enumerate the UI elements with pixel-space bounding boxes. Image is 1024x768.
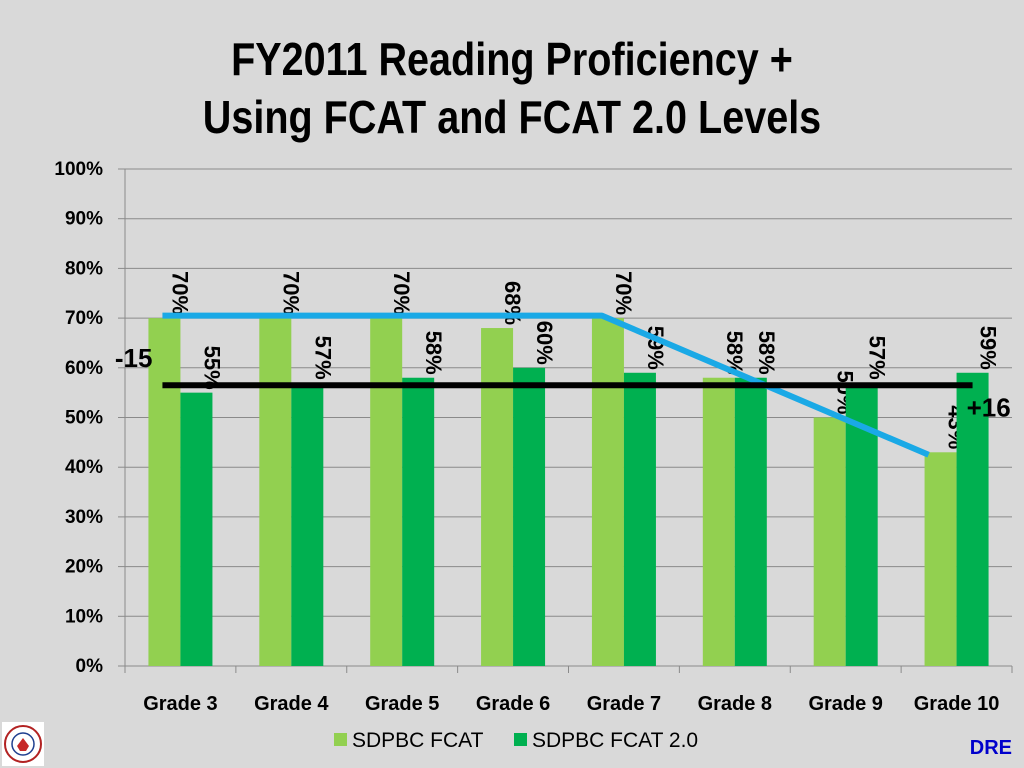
legend-swatch bbox=[334, 733, 347, 746]
legend-swatch bbox=[514, 733, 527, 746]
y-tick-label: 10% bbox=[65, 606, 103, 627]
change-annotation: +16 bbox=[967, 393, 1011, 423]
y-tick-label: 70% bbox=[65, 308, 103, 329]
legend-label: SDPBC FCAT bbox=[352, 729, 484, 752]
bar bbox=[591, 318, 624, 666]
y-tick-label: 0% bbox=[76, 656, 104, 677]
bar bbox=[370, 318, 403, 666]
bar bbox=[734, 377, 767, 666]
legend-label: SDPBC FCAT 2.0 bbox=[532, 729, 698, 752]
y-tick-label: 20% bbox=[65, 557, 103, 578]
y-tick-label: 90% bbox=[65, 209, 103, 230]
bar bbox=[513, 367, 546, 666]
bar bbox=[402, 377, 435, 666]
y-tick-label: 100% bbox=[54, 159, 103, 180]
data-label: 70% bbox=[611, 271, 636, 315]
data-label: 70% bbox=[389, 271, 414, 315]
x-category-label: Grade 5 bbox=[365, 693, 439, 715]
data-label: 60% bbox=[532, 321, 557, 365]
change-annotation: -15 bbox=[115, 343, 153, 373]
x-category-label: Grade 4 bbox=[254, 693, 329, 715]
x-category-label: Grade 6 bbox=[476, 693, 550, 715]
footer-tag: DRE bbox=[969, 737, 1012, 759]
y-tick-label: 30% bbox=[65, 507, 103, 528]
x-category-label: Grade 7 bbox=[587, 693, 661, 715]
school-district-logo bbox=[2, 722, 44, 766]
y-tick-label: 50% bbox=[65, 408, 103, 429]
x-category-label: Grade 8 bbox=[698, 693, 772, 715]
bar bbox=[813, 417, 846, 666]
x-category-label: Grade 10 bbox=[914, 693, 1000, 715]
y-tick-label: 60% bbox=[65, 358, 103, 379]
title-line-1: FY2011 Reading Proficiency + bbox=[231, 33, 793, 85]
bar bbox=[180, 392, 213, 666]
data-label: 58% bbox=[754, 331, 779, 375]
title-line-2: Using FCAT and FCAT 2.0 Levels bbox=[202, 91, 822, 143]
bar bbox=[259, 318, 292, 666]
fcat-trend-line bbox=[162, 312, 930, 458]
bar bbox=[481, 328, 514, 666]
data-label: 57% bbox=[865, 336, 890, 380]
bar bbox=[702, 377, 735, 666]
bar bbox=[623, 372, 656, 666]
x-category-label: Grade 3 bbox=[143, 693, 217, 715]
bar bbox=[148, 318, 181, 666]
data-label: 58% bbox=[421, 331, 446, 375]
x-category-label: Grade 9 bbox=[808, 693, 882, 715]
data-label: 59% bbox=[976, 326, 1001, 370]
data-label: 57% bbox=[310, 336, 335, 380]
y-tick-label: 80% bbox=[65, 258, 103, 279]
bar bbox=[924, 452, 957, 666]
data-label: 70% bbox=[167, 271, 192, 315]
data-label: 70% bbox=[278, 271, 303, 315]
y-tick-label: 40% bbox=[65, 457, 103, 478]
bar bbox=[956, 372, 989, 666]
bar bbox=[291, 382, 324, 666]
chart-title: FY2011 Reading Proficiency + Using FCAT … bbox=[72, 30, 953, 146]
